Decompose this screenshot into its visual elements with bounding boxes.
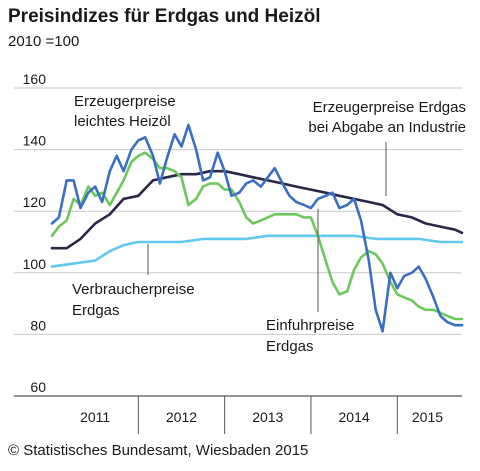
y-tick-label-80: 80	[30, 317, 46, 333]
source-note: © Statistisches Bundesamt, Wiesbaden 201…	[8, 442, 309, 459]
annotation-text-0-0: Erzeugerpreise	[74, 93, 176, 110]
annotation-text-3-0: Verbraucherpreise	[72, 281, 195, 298]
chart-title: Preisindizes für Erdgas und Heizöl	[8, 6, 321, 27]
y-tick-label-120: 120	[23, 194, 47, 210]
x-tick-label-2015: 2015	[412, 409, 443, 425]
x-tick-label-2014: 2014	[339, 409, 370, 425]
axis-layer: 60 80 100 120 140 160 2011 2012 2013 2014 2015	[23, 71, 443, 434]
annotation-text-2-0: Erzeugerpreise Erdgas	[313, 99, 466, 116]
y-tick-label-160: 160	[23, 71, 47, 87]
series-line-3	[50, 234, 464, 268]
annotation-text-2-1: bei Abgabe an Industrie	[308, 119, 466, 136]
series-line-0	[50, 123, 464, 333]
series-layer	[50, 123, 464, 333]
y-tick-label-60: 60	[30, 379, 46, 395]
annotation-layer: Erzeugerpreise leichtes Heizöl Erzeugerpre…	[72, 93, 466, 355]
x-tick-label-2011: 2011	[80, 409, 110, 425]
x-tick-label-2013: 2013	[252, 409, 283, 425]
annotation-text-1-1: Erdgas	[266, 338, 314, 355]
x-tick-label-2012: 2012	[166, 409, 197, 425]
annotation-text-3-1: Erdgas	[72, 302, 120, 319]
chart-subtitle: 2010 =100	[8, 33, 80, 50]
annotation-text-1-0: Einfuhrpreise	[266, 317, 354, 334]
y-tick-label-100: 100	[23, 256, 47, 272]
annotation-text-0-1: leichtes Heizöl	[74, 113, 171, 130]
series-line-2	[50, 169, 464, 250]
y-tick-label-140: 140	[23, 133, 47, 149]
series-line-1	[50, 151, 464, 321]
